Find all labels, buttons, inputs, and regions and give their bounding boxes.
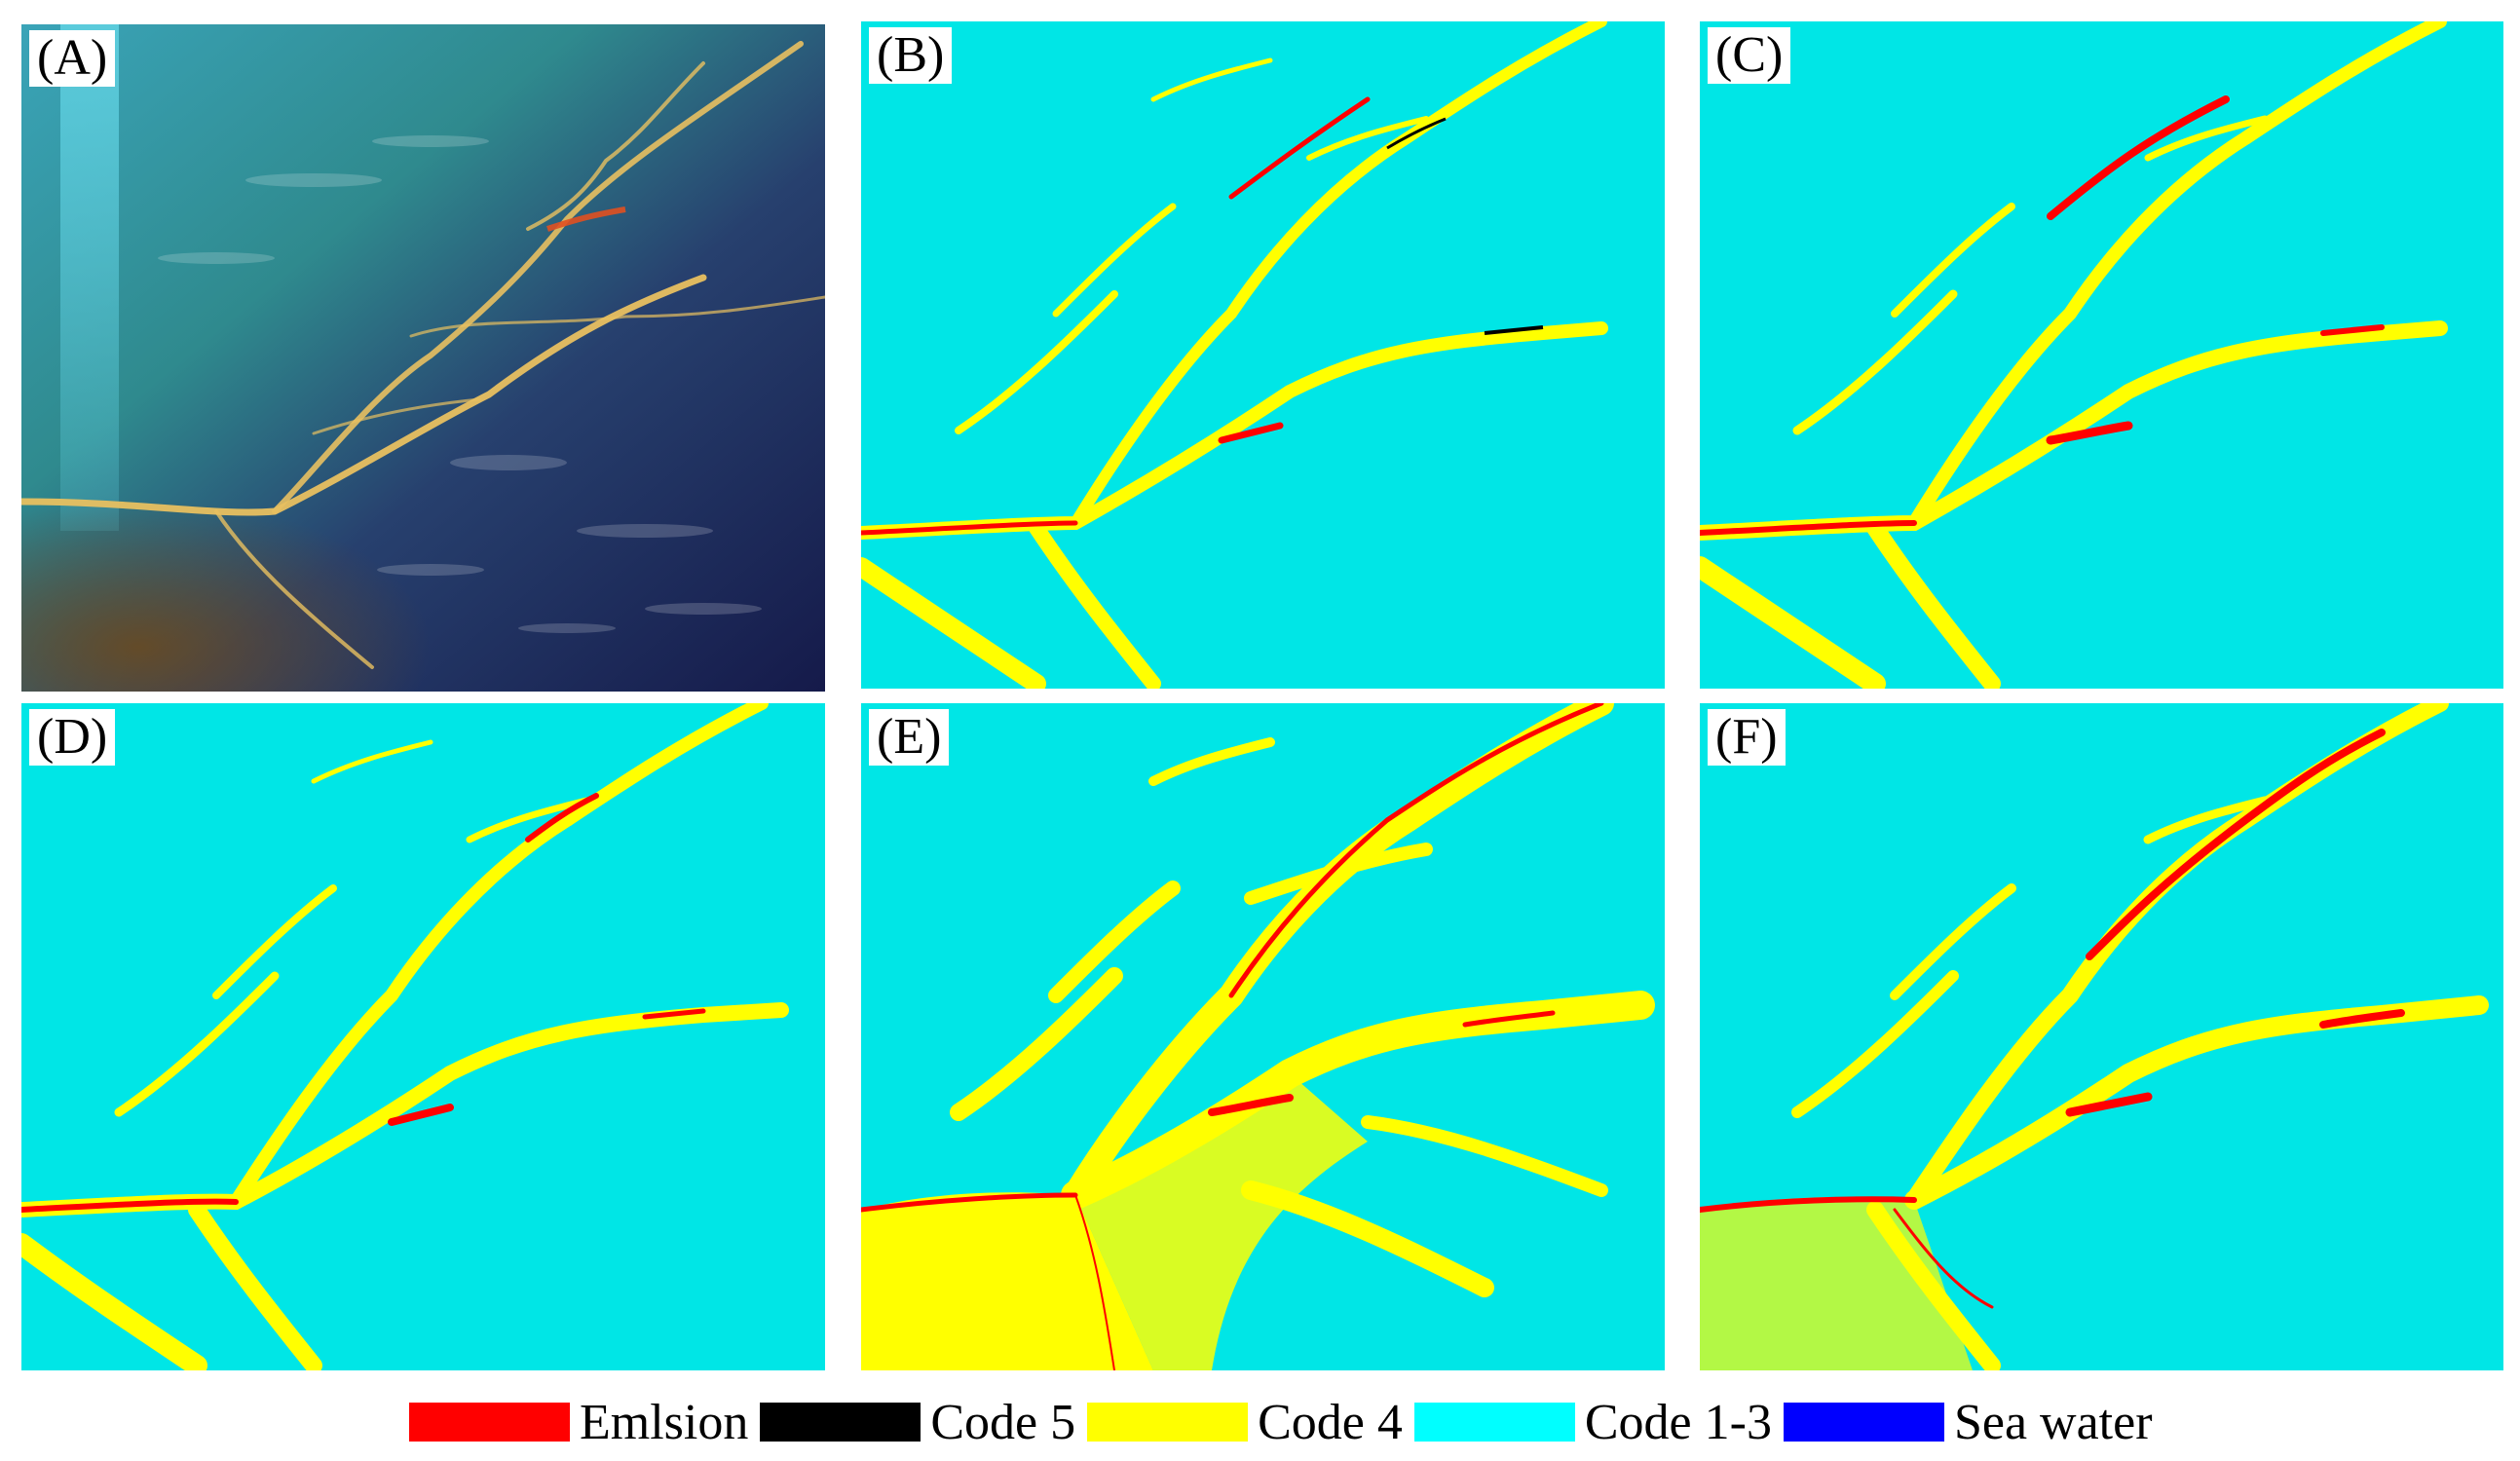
legend: Emlsion Code 5 Code 4 Code 1-3 Sea water — [409, 1394, 2164, 1451]
panel-label-a: (A) — [29, 30, 116, 87]
legend-label-sea-water: Sea water — [1953, 1394, 2153, 1450]
panel-label-d: (D) — [29, 709, 116, 766]
legend-item-code5: Code 5 — [760, 1394, 1075, 1451]
legend-swatch-code5 — [760, 1403, 921, 1442]
legend-item-code4: Code 4 — [1087, 1394, 1403, 1451]
legend-label-code1-3: Code 1-3 — [1584, 1394, 1772, 1450]
panel-f-map — [1700, 703, 2489, 1370]
legend-swatch-sea-water — [1783, 1403, 1944, 1442]
legend-item-code1-3: Code 1-3 — [1413, 1394, 1772, 1451]
panel-b-map — [861, 21, 1608, 689]
panel-a-image — [21, 24, 825, 692]
legend-swatch-emulsion — [409, 1403, 570, 1442]
panel-label-c: (C) — [1708, 27, 1791, 84]
legend-label-code4: Code 4 — [1258, 1394, 1403, 1450]
legend-item-sea-water: Sea water — [1783, 1394, 2153, 1451]
panel-d-map — [21, 703, 789, 1370]
panel-label-e: (E) — [869, 709, 950, 766]
panel-e-map — [861, 703, 1655, 1370]
panel-a-photo: (A) — [21, 24, 825, 692]
panel-c-classification: (C) — [1700, 21, 2503, 689]
panel-label-f: (F) — [1708, 709, 1786, 766]
legend-label-code5: Code 5 — [930, 1394, 1076, 1450]
panel-d-classification: (D) — [21, 703, 825, 1370]
legend-swatch-code1-3 — [1413, 1403, 1575, 1442]
legend-item-emulsion: Emlsion — [409, 1394, 748, 1451]
panel-b-classification: (B) — [861, 21, 1665, 689]
panel-label-b: (B) — [869, 27, 953, 84]
legend-label-emulsion: Emlsion — [580, 1394, 749, 1450]
panel-e-classification: (E) — [861, 703, 1665, 1370]
panel-f-classification: (F) — [1700, 703, 2503, 1370]
panel-c-map — [1700, 21, 2448, 689]
legend-swatch-code4 — [1087, 1403, 1249, 1442]
